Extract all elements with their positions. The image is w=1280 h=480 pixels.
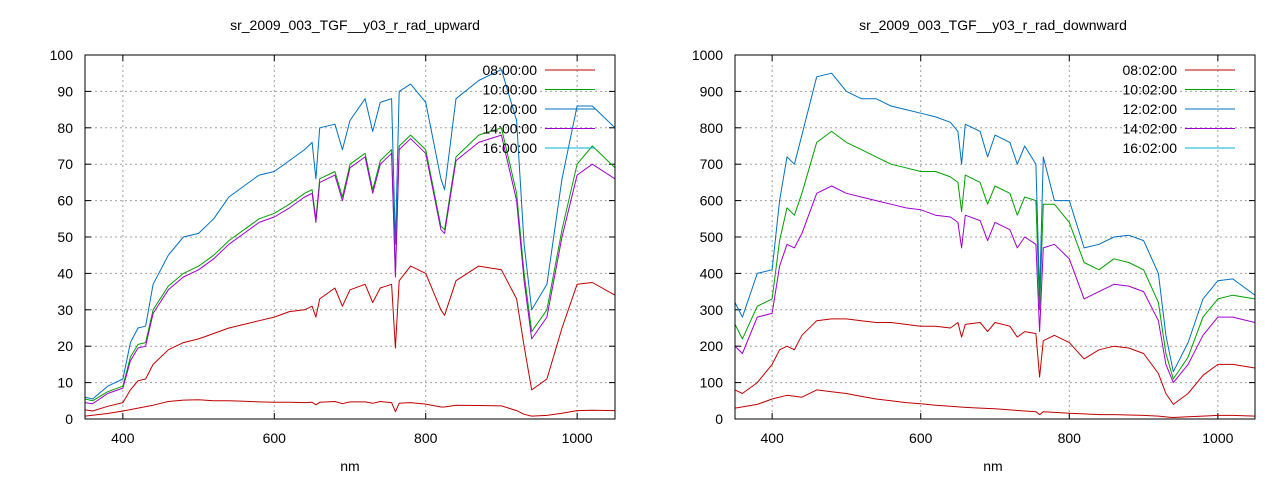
plot-frame	[734, 54, 1256, 420]
x-tick-label: 600	[909, 430, 933, 446]
chart-panel-1: sr_2009_003_TGF__y03_r_rad_downward 0 100 2…	[692, 17, 1256, 474]
series-line-3	[735, 72, 1255, 373]
y-tick-label: 50	[57, 229, 73, 245]
x-tick-label: 1000	[1202, 430, 1233, 446]
y-tick-label: 300	[700, 302, 724, 318]
series-line-2	[85, 127, 615, 402]
legend-label: 10:00:00	[483, 82, 538, 98]
legend-label: 12:02:00	[1123, 101, 1178, 117]
y-tick-label: 0	[65, 411, 73, 427]
chart-title: sr_2009_003_TGF__y03_r_rad_upward	[230, 17, 480, 33]
legend-label: 14:02:00	[1123, 121, 1178, 137]
x-tick-label: 1000	[562, 430, 593, 446]
legend-label: 14:00:00	[483, 121, 538, 137]
legend-label: 10:02:00	[1123, 82, 1178, 98]
y-tick-label: 90	[57, 83, 73, 99]
x-axis-label: nm	[983, 458, 1002, 474]
x-tick-label: 800	[414, 430, 438, 446]
y-tick-label: 700	[700, 156, 724, 172]
series-line-3	[85, 69, 615, 400]
legend-label: 08:00:00	[483, 62, 538, 78]
y-tick-label: 70	[57, 156, 73, 172]
x-axis-label: nm	[340, 458, 359, 474]
y-tick-label: 20	[57, 338, 73, 354]
series-line-1	[85, 265, 615, 412]
series-line-4	[735, 185, 1255, 384]
series-group	[735, 72, 1255, 418]
x-tick-label: 600	[263, 430, 287, 446]
series-line-4	[85, 134, 615, 405]
y-tick-label: 40	[57, 265, 73, 281]
plot-frame	[84, 54, 616, 420]
legend-label: 16:00:00	[483, 140, 538, 156]
series-line-1	[735, 318, 1255, 405]
y-tick-label: 30	[57, 302, 73, 318]
y-tick-label: 10	[57, 375, 73, 391]
y-tick-label: 500	[700, 229, 724, 245]
y-tick-label: 1000	[692, 47, 723, 63]
series-line-2	[735, 130, 1255, 380]
y-tick-label: 60	[57, 193, 73, 209]
legend-label: 08:02:00	[1123, 62, 1178, 78]
y-tick-label: 200	[700, 338, 724, 354]
y-tick-label: 900	[700, 83, 724, 99]
series-line-0	[735, 389, 1255, 418]
chart-panel-0: sr_2009_003_TGF__y03_r_rad_upward 0 10 20 30…	[50, 17, 616, 474]
y-tick-label: 600	[700, 193, 724, 209]
x-tick-label: 400	[111, 430, 135, 446]
x-tick-label: 800	[1058, 430, 1082, 446]
y-tick-label: 400	[700, 265, 724, 281]
y-tick-label: 100	[50, 47, 74, 63]
y-tick-label: 100	[700, 375, 724, 391]
series-group	[85, 69, 615, 417]
legend-label: 16:02:00	[1123, 140, 1178, 156]
y-tick-label: 80	[57, 120, 73, 136]
series-line-0	[85, 399, 615, 417]
x-tick-label: 400	[760, 430, 784, 446]
legend-label: 12:00:00	[483, 101, 538, 117]
y-tick-label: 800	[700, 120, 724, 136]
chart-title: sr_2009_003_TGF__y03_r_rad_downward	[859, 17, 1127, 33]
y-tick-label: 0	[715, 411, 723, 427]
